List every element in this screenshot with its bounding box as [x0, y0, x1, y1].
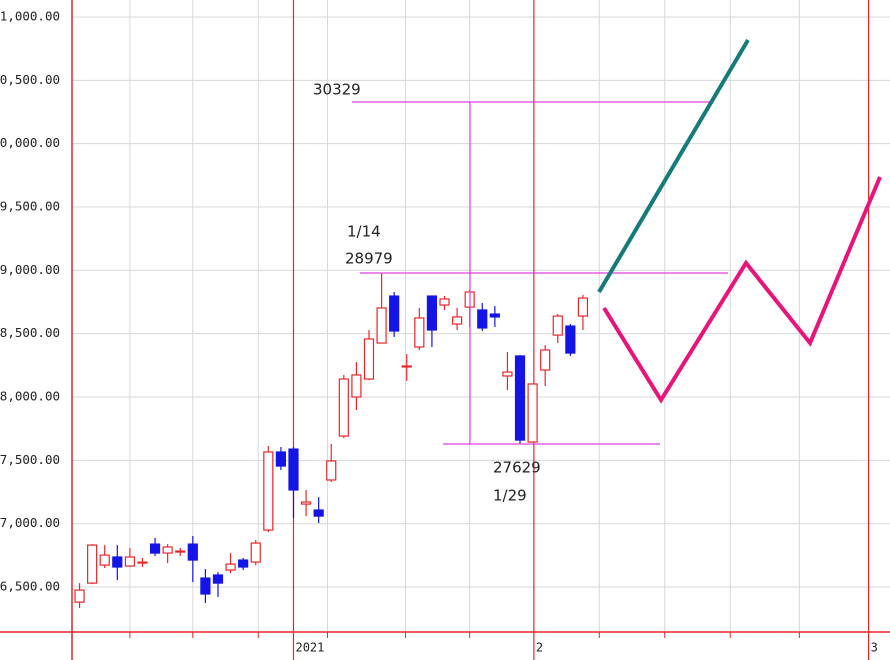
candle-body	[414, 317, 425, 348]
candle-body	[477, 309, 488, 329]
candle-body	[275, 451, 287, 467]
candle-body	[87, 544, 98, 584]
level-value: 30329	[313, 80, 361, 98]
candle-body	[338, 378, 349, 437]
candle-body	[250, 542, 261, 563]
candle-body	[363, 338, 375, 380]
level-value: 27629	[493, 459, 541, 477]
y-tick-label: 27,000.00	[0, 515, 60, 530]
candle-body	[351, 374, 362, 398]
candle-body	[565, 325, 576, 354]
level-date: 1/29	[493, 487, 527, 505]
y-tick-label: 28,500.00	[0, 325, 60, 340]
projection-zigzag	[602, 176, 882, 404]
candle-body	[288, 448, 299, 491]
candle-body	[540, 349, 551, 371]
candle-body	[137, 561, 148, 564]
candle-body	[175, 550, 186, 553]
candle-body	[502, 371, 513, 377]
y-tick-label: 27,500.00	[0, 452, 60, 467]
candle-body	[389, 295, 400, 332]
candle-body	[300, 501, 312, 505]
candle-body	[162, 546, 173, 554]
level-value: 28979	[345, 249, 393, 267]
candle-body	[489, 313, 500, 318]
candle-body	[124, 556, 135, 567]
candle-body	[326, 460, 337, 481]
candle-body	[225, 563, 236, 571]
x-tick-label: 2021	[295, 641, 324, 655]
candle-body	[149, 543, 161, 554]
candle-body	[112, 556, 123, 568]
candle-body	[238, 559, 249, 568]
level-date: 1/14	[347, 222, 381, 240]
candle-body	[212, 574, 224, 584]
annotations: 30329 28979 1/14 27629 1/29	[313, 80, 728, 505]
candle-body	[577, 297, 589, 317]
candle-body	[376, 307, 387, 344]
candle-body	[187, 543, 198, 561]
candle-body	[451, 316, 463, 325]
y-tick-label: 30,000.00	[0, 135, 60, 150]
candle-body	[200, 577, 211, 595]
y-tick-label: 30,500.00	[0, 72, 60, 87]
projection-up	[597, 38, 750, 294]
candle-body	[439, 298, 450, 306]
candle-body	[401, 365, 412, 368]
candle-body	[99, 554, 110, 566]
candle-body	[74, 589, 85, 603]
candle-body	[514, 355, 526, 441]
candle-body	[426, 295, 438, 331]
y-tick-label: 29,000.00	[0, 262, 60, 277]
y-tick-label: 31,000.00	[0, 8, 60, 23]
y-tick-label: 29,500.00	[0, 198, 60, 213]
candle-body	[552, 315, 563, 336]
candle-body	[263, 451, 274, 531]
y-tick-label: 26,500.00	[0, 579, 60, 594]
candle-body	[313, 509, 324, 517]
x-tick-label: 2	[536, 641, 543, 655]
candle-body	[527, 383, 538, 443]
y-tick-label: 28,000.00	[0, 389, 60, 404]
x-tick-label: 3	[871, 641, 878, 655]
